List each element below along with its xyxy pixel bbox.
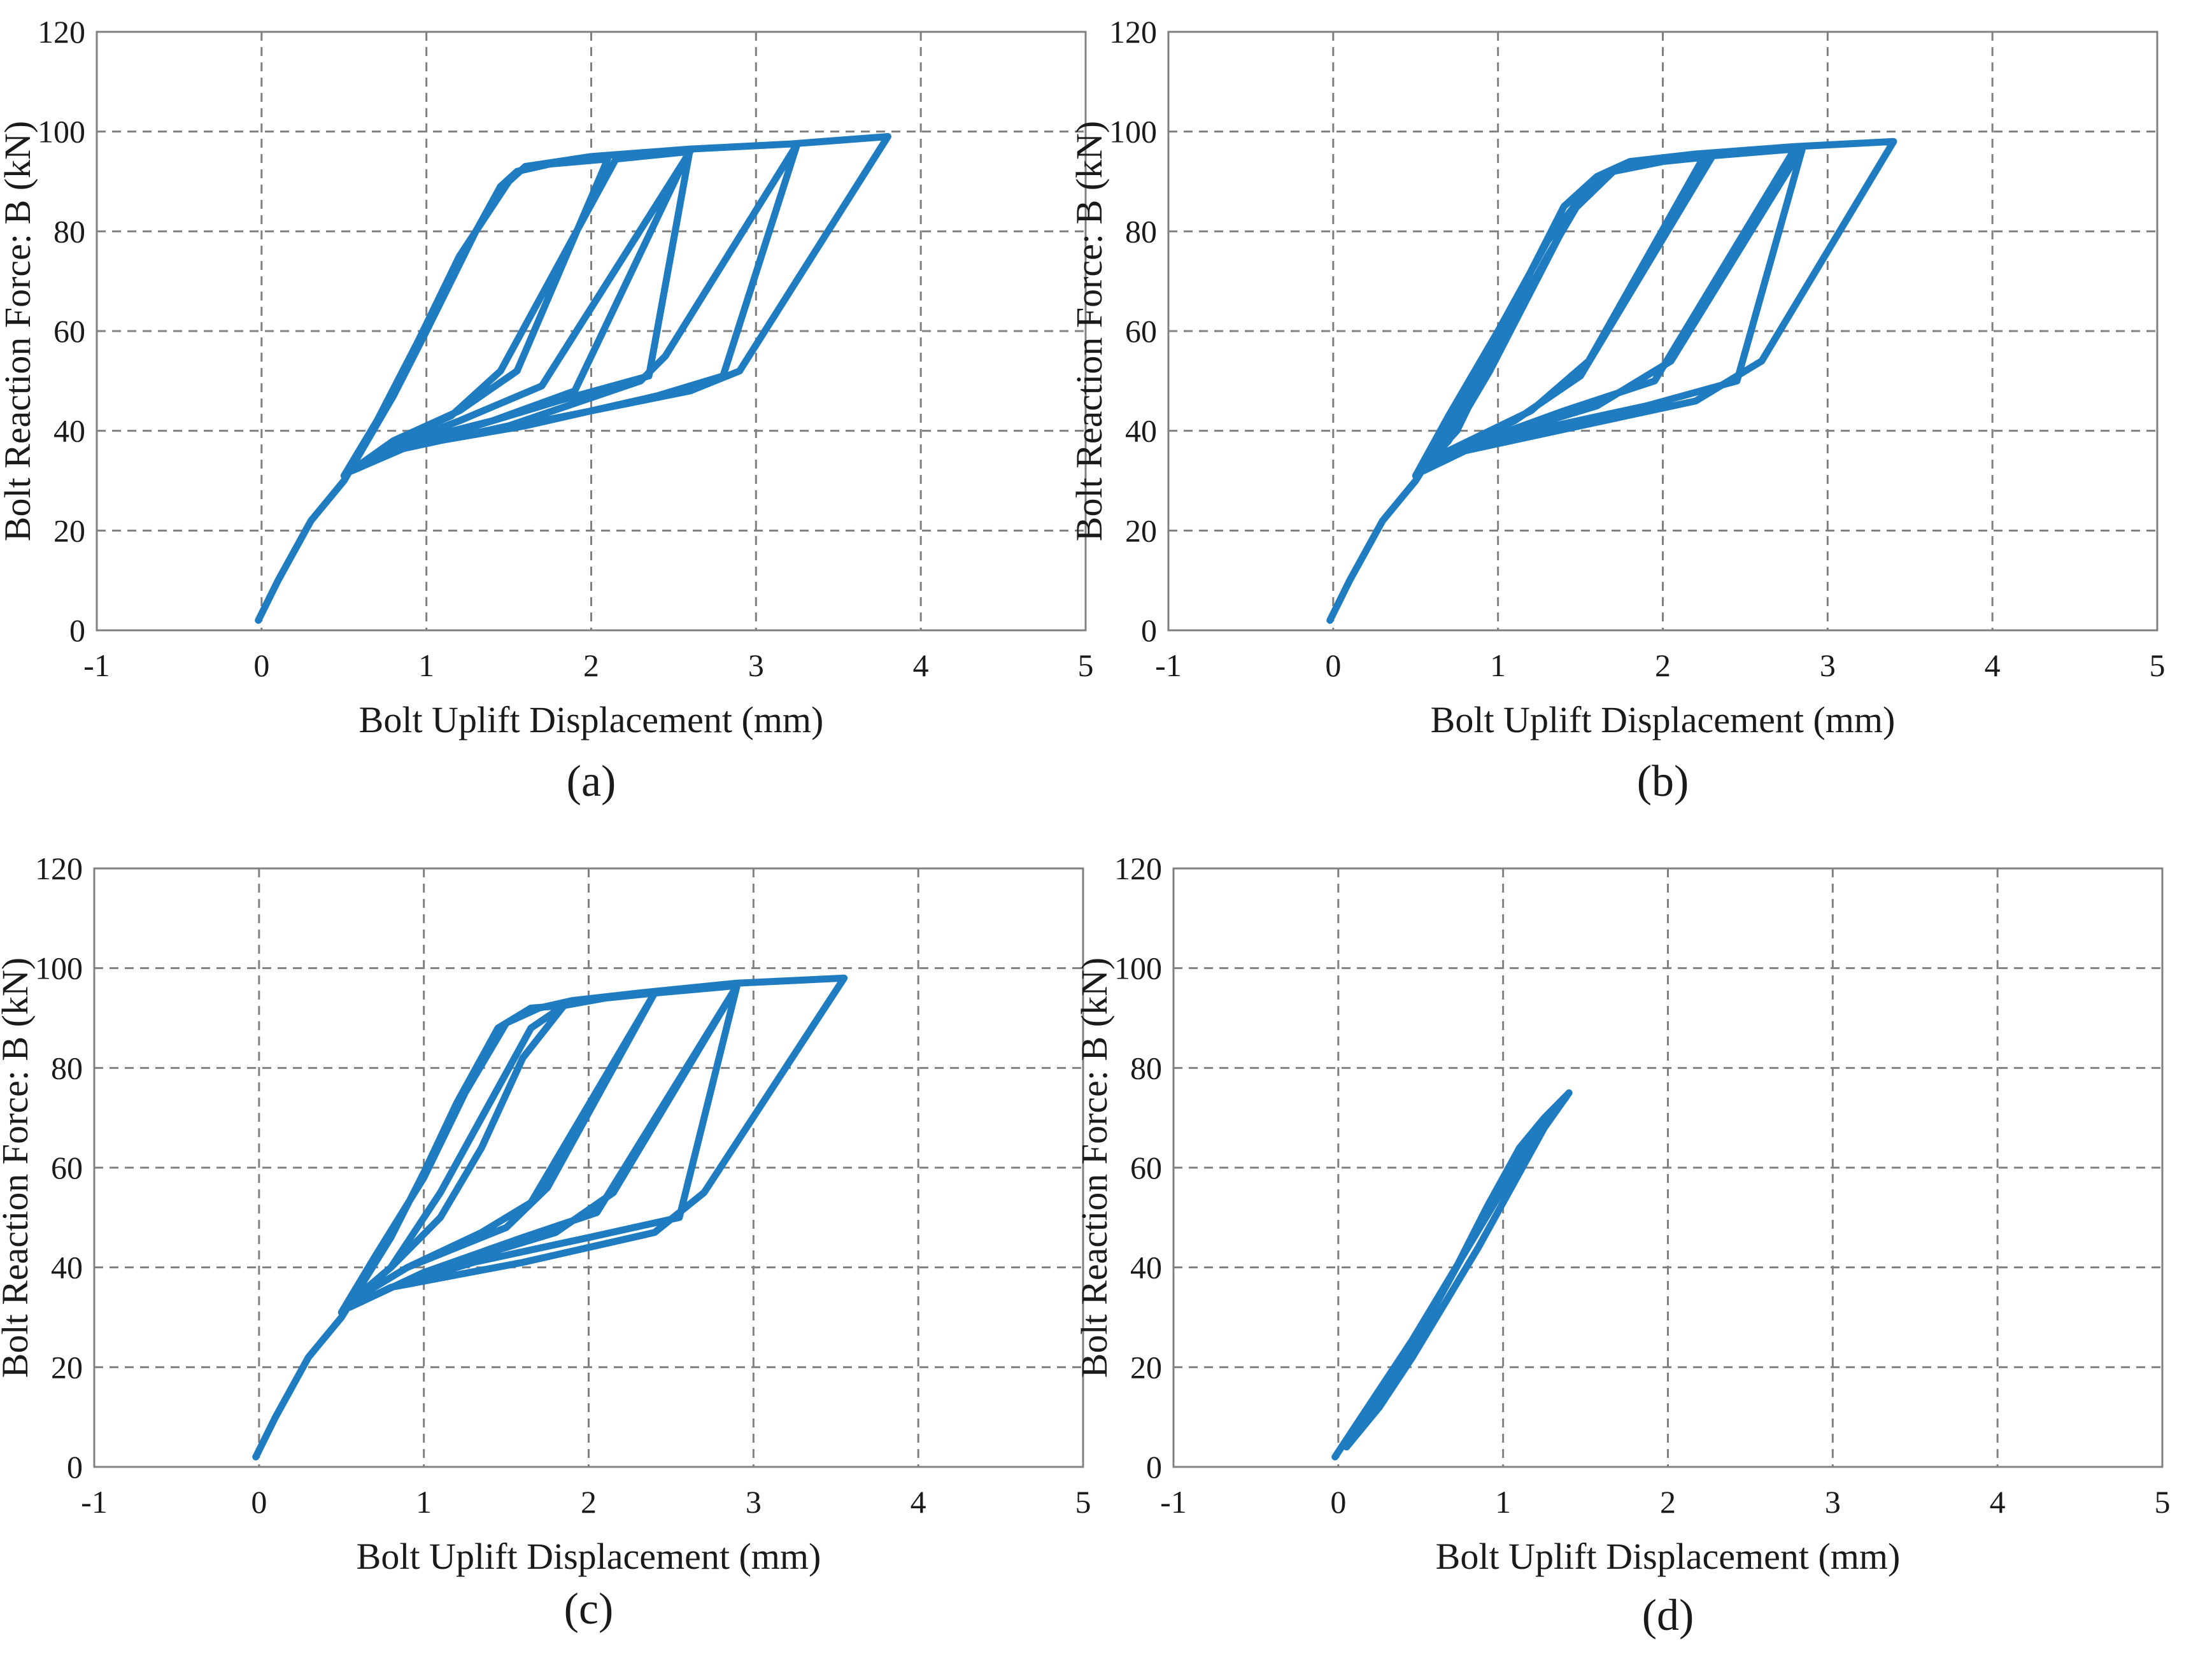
plot-frame [1172, 867, 2164, 1468]
plot-frame [96, 31, 1087, 632]
x-tick-label: 3 [746, 1484, 762, 1520]
x-tick-label: -1 [1155, 647, 1182, 683]
y-tick-label: 120 [1114, 851, 1162, 886]
y-tick-label: 60 [1130, 1150, 1162, 1185]
x-tick-label: 2 [1655, 647, 1671, 683]
y-tick-label: 80 [1125, 213, 1157, 249]
x-tick-label: 0 [1330, 1484, 1346, 1520]
plot-frame [93, 867, 1084, 1468]
y-tick-label: 40 [1130, 1250, 1162, 1285]
x-tick-label: 3 [1825, 1484, 1841, 1520]
x-tick-label: 1 [416, 1484, 432, 1520]
panel-label: (a) [567, 757, 616, 806]
y-tick-label: 20 [51, 1349, 83, 1385]
x-tick-label: 4 [1990, 1484, 2006, 1520]
x-tick-label: 0 [253, 647, 269, 683]
x-tick-label: 2 [1660, 1484, 1676, 1520]
y-tick-label: 80 [51, 1050, 83, 1086]
panel-label: (b) [1637, 757, 1689, 806]
y-tick-label: 100 [1109, 114, 1157, 150]
y-tick-label: 80 [1130, 1050, 1162, 1086]
x-axis-label: Bolt Uplift Displacement (mm) [357, 1536, 821, 1577]
x-tick-label: 0 [251, 1484, 267, 1520]
y-tick-label: 0 [1141, 612, 1157, 648]
y-axis-label: Bolt Reaction Force: B (kN) [0, 958, 36, 1378]
x-axis-label: Bolt Uplift Displacement (mm) [1431, 699, 1896, 740]
x-tick-label: 5 [2155, 1484, 2171, 1520]
y-tick-label: 60 [51, 1150, 83, 1185]
y-tick-label: 120 [38, 14, 85, 50]
x-tick-label: 4 [1985, 647, 2001, 683]
x-tick-label: -1 [81, 1484, 108, 1520]
y-tick-label: 40 [51, 1250, 83, 1285]
y-tick-label: 100 [38, 114, 85, 150]
panel-label: (c) [564, 1585, 614, 1634]
x-tick-label: -1 [83, 647, 110, 683]
y-tick-label: 20 [1130, 1349, 1162, 1385]
series-line-hysteresis [1331, 1089, 1573, 1461]
x-tick-label: 5 [1075, 1484, 1091, 1520]
y-tick-label: 120 [35, 851, 83, 886]
series-line-hysteresis [252, 974, 848, 1461]
x-tick-label: 3 [748, 647, 764, 683]
y-axis-label: Bolt Reaction Force: B (kN) [1074, 958, 1115, 1378]
y-axis-label: Bolt Reaction Force: B (kN) [0, 121, 38, 541]
y-tick-label: 40 [1125, 413, 1157, 449]
x-tick-label: 1 [418, 647, 434, 683]
x-tick-label: 5 [2150, 647, 2166, 683]
x-tick-label: 0 [1325, 647, 1341, 683]
y-tick-label: 40 [53, 413, 85, 449]
plot-frame [1167, 31, 2159, 632]
x-tick-label: 1 [1495, 1484, 1511, 1520]
x-tick-label: 4 [913, 647, 929, 683]
x-tick-label: 3 [1820, 647, 1836, 683]
series-line-hysteresis [1326, 138, 1897, 624]
x-axis-label: Bolt Uplift Displacement (mm) [359, 699, 824, 740]
y-tick-label: 60 [1125, 313, 1157, 349]
x-tick-label: 2 [583, 647, 599, 683]
y-tick-label: 20 [53, 513, 85, 548]
y-tick-label: 100 [1114, 951, 1162, 986]
x-tick-label: -1 [1160, 1484, 1187, 1520]
y-tick-label: 120 [1109, 14, 1157, 50]
x-tick-label: 5 [1078, 647, 1094, 683]
x-axis-label: Bolt Uplift Displacement (mm) [1436, 1536, 1901, 1577]
x-tick-label: 2 [581, 1484, 597, 1520]
y-tick-label: 80 [53, 213, 85, 249]
series-line-hysteresis [255, 133, 891, 624]
y-tick-label: 0 [1146, 1449, 1162, 1485]
y-tick-label: 0 [69, 612, 85, 648]
y-tick-label: 60 [53, 313, 85, 349]
y-axis-label: Bolt Reaction Force: B (kN) [1068, 121, 1110, 541]
y-tick-label: 20 [1125, 513, 1157, 548]
y-tick-label: 100 [35, 951, 83, 986]
x-tick-label: 4 [911, 1484, 926, 1520]
panel-label: (d) [1642, 1591, 1694, 1640]
x-tick-label: 1 [1490, 647, 1506, 683]
y-tick-label: 0 [67, 1449, 83, 1485]
